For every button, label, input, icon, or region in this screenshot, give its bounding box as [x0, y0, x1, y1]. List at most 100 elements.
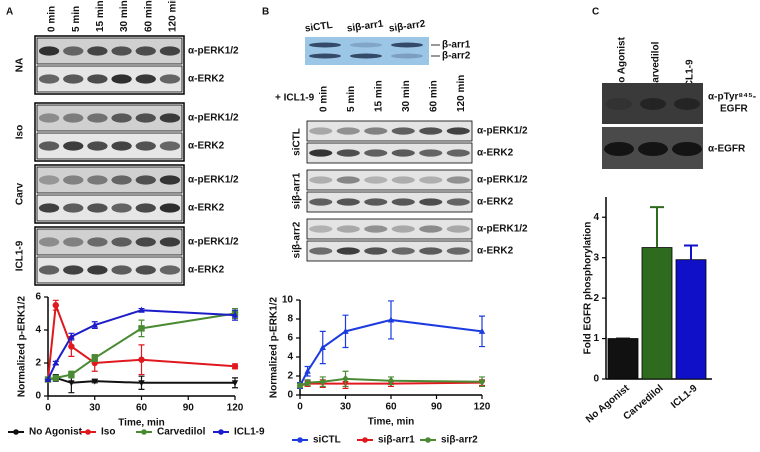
- blot-band: [391, 176, 415, 184]
- legend-label: Iso: [101, 427, 115, 438]
- blot-band: [159, 113, 181, 123]
- blot-band: [364, 247, 388, 255]
- data-point: [342, 327, 349, 334]
- blot-band: [135, 237, 156, 247]
- blot-band: [159, 265, 181, 275]
- group-label: ICL1-9: [15, 240, 26, 271]
- blot-band: [364, 176, 388, 184]
- blot-band: [391, 127, 415, 135]
- blot-band: [446, 225, 470, 233]
- blot-band: [364, 198, 388, 206]
- blot-band: [87, 113, 108, 123]
- blot-band: [159, 141, 181, 151]
- data-point: [296, 381, 304, 390]
- bar: [641, 247, 673, 380]
- blot-band: [336, 127, 360, 135]
- x-tick-label: 120: [227, 403, 244, 414]
- column-header: 5 min: [346, 86, 357, 112]
- band-label: β-arr1: [442, 40, 471, 51]
- blot-band: [135, 46, 156, 56]
- column-header: 0 min: [318, 86, 329, 112]
- blot-band: [111, 237, 132, 247]
- blot-strip: [306, 169, 473, 191]
- blot-band: [111, 265, 132, 275]
- blot-strip: [36, 37, 183, 65]
- data-point: [68, 343, 75, 350]
- lane-label: Carvedilol: [651, 41, 662, 90]
- legend-marker: [425, 437, 431, 443]
- lane-label: siβ-arr2: [388, 19, 426, 35]
- blot-band: [309, 247, 333, 255]
- blot-band: [63, 265, 84, 275]
- blot-band: [391, 225, 415, 233]
- data-point: [138, 380, 145, 387]
- data-point: [478, 327, 486, 334]
- blot-band: [364, 225, 388, 233]
- legend-label: siCTL: [313, 435, 341, 446]
- data-point: [44, 375, 52, 383]
- legend-label: No Agonist: [29, 427, 83, 438]
- blot-band: [604, 142, 634, 156]
- blot-band: [159, 74, 181, 84]
- blot-strip: [36, 132, 183, 160]
- x-tick-label: 30: [340, 402, 352, 413]
- column-header: 60 min: [143, 0, 154, 32]
- data-point: [319, 377, 326, 386]
- legend-marker: [362, 437, 368, 443]
- blot-band: [336, 198, 360, 206]
- blot-band: [419, 127, 443, 135]
- blot-strip: [306, 218, 473, 240]
- series-line: [47, 309, 236, 380]
- data-point: [68, 333, 75, 340]
- antibody-label: α-pERK1/2: [188, 46, 239, 57]
- blot-band: [309, 53, 341, 59]
- data-point: [68, 380, 75, 387]
- blot-band: [135, 74, 156, 84]
- blot-band: [111, 46, 132, 56]
- blot-band: [336, 225, 360, 233]
- series-line: [47, 304, 236, 380]
- antibody-label: α-ERK2: [477, 246, 514, 257]
- data-point: [342, 375, 349, 383]
- blot-band: [419, 225, 443, 233]
- blot-strip: [306, 142, 473, 164]
- antibody-label: α-ERK2: [188, 74, 225, 85]
- legend-marker: [85, 429, 91, 435]
- bar: [675, 259, 707, 380]
- antibody-label: α-pTyr⁸⁴⁵-: [708, 92, 756, 103]
- blot-band: [419, 176, 443, 184]
- blot-band: [87, 265, 108, 275]
- blot-band: [111, 203, 132, 213]
- blot-group: [34, 226, 185, 286]
- blot-band: [446, 127, 470, 135]
- blot-strip: [36, 194, 183, 222]
- blot-band: [419, 149, 443, 157]
- column-header: 60 min: [428, 80, 439, 112]
- blot-band: [446, 176, 470, 184]
- data-point: [68, 371, 75, 378]
- blot-band: [446, 198, 470, 206]
- blot-band: [674, 98, 700, 110]
- column-header: 0 min: [47, 6, 58, 32]
- antibody-label: α-ERK2: [188, 141, 225, 152]
- data-point: [91, 378, 98, 385]
- legend-marker: [141, 429, 147, 435]
- legend-marker: [13, 429, 19, 435]
- y-tick-label: 8: [287, 314, 293, 325]
- y-axis-label: Normalized p-ERK1/2: [269, 296, 280, 398]
- blot-band: [391, 247, 415, 255]
- blot-band: [63, 203, 84, 213]
- blot-band: [87, 74, 108, 84]
- blot-strip: [36, 256, 183, 284]
- blot-band: [135, 203, 156, 213]
- blot-band: [135, 141, 156, 151]
- antibody-label: α-pERK1/2: [188, 113, 239, 124]
- column-header: 120 min: [456, 75, 467, 112]
- blot-band: [38, 265, 60, 275]
- legend-label: siβ-arr2: [441, 435, 478, 446]
- bar: [607, 338, 639, 380]
- blot-band: [87, 46, 108, 56]
- x-tick-label: 0: [297, 402, 303, 413]
- blot-band: [87, 237, 108, 247]
